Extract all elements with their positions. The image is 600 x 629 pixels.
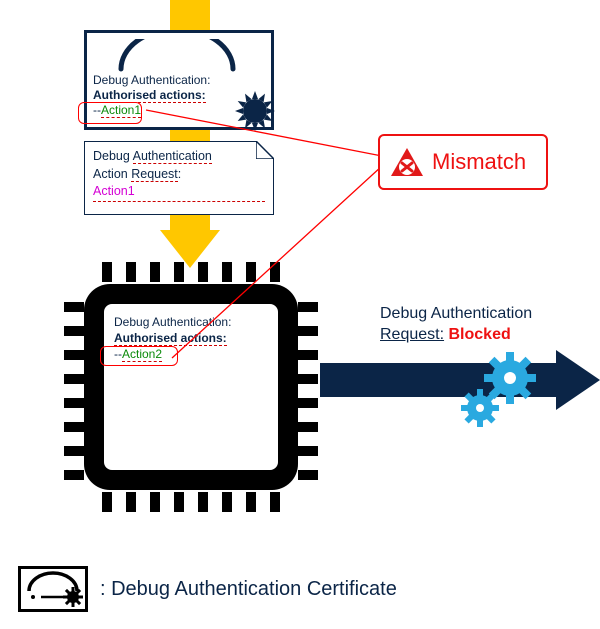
- mismatch-label: Mismatch: [432, 149, 526, 175]
- request-note: Debug Authentication Action Request: Act…: [84, 141, 274, 215]
- gears-icon: [450, 352, 544, 436]
- cert-line1: Debug Authentication:: [93, 73, 265, 88]
- chip-line2: Authorised actions:: [114, 330, 268, 346]
- note-fold-icon: [256, 141, 274, 159]
- legend-cert-icon: [18, 566, 88, 612]
- seal-icon: [235, 91, 275, 131]
- result-label: Debug Authentication Request: Blocked: [380, 304, 590, 346]
- legend: : Debug Authentication Certificate: [18, 566, 397, 612]
- chip-content: Debug Authentication: Authorised actions…: [104, 304, 278, 470]
- highlight-chip-action: [100, 346, 178, 366]
- highlight-cert-action: [78, 102, 142, 124]
- certificate-arc-icon: [117, 39, 237, 73]
- diagram-canvas: Debug Authentication: Authorised actions…: [0, 0, 600, 629]
- note-line2: Action Request:: [93, 166, 265, 184]
- warning-icon: [390, 147, 424, 177]
- mismatch-badge: Mismatch: [378, 134, 548, 190]
- note-action: Action1: [93, 183, 265, 202]
- chip-line1: Debug Authentication:: [114, 314, 268, 330]
- note-line1: Debug Authentication: [93, 148, 265, 166]
- chip-icon: Debug Authentication: Authorised actions…: [64, 262, 318, 512]
- legend-label: : Debug Authentication Certificate: [100, 578, 397, 601]
